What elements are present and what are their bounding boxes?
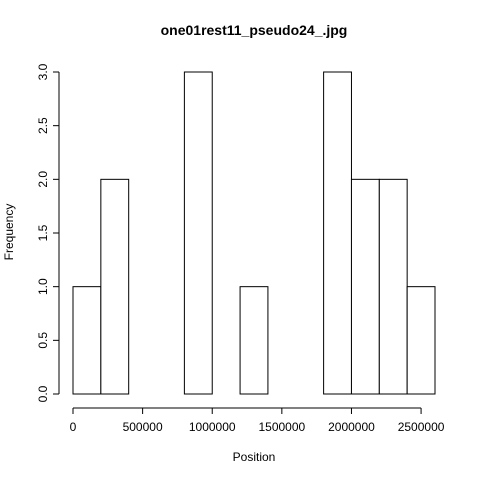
y-tick-label-1: 0.5 (36, 332, 50, 349)
histogram-bar-12 (406, 286, 436, 395)
y-axis: 0.0 0.5 1.0 1.5 2.0 2.5 3.0 (36, 63, 60, 402)
histogram-bar-11 (378, 178, 408, 395)
x-tick-label-2: 1000000 (189, 420, 236, 434)
y-tick-label-0: 0.0 (36, 385, 50, 402)
x-axis-label: Position (233, 450, 276, 464)
x-tick-label-1: 500000 (123, 420, 163, 434)
x-axis: 0 500000 1000000 1500000 2000000 2500000 (70, 407, 445, 434)
histogram-bar-6 (239, 286, 269, 395)
histogram-bar-9 (323, 71, 352, 395)
x-tick-label-5: 2500000 (398, 420, 445, 434)
bars-group (72, 71, 436, 395)
histogram-bar-4 (183, 71, 213, 395)
y-tick-label-6: 3.0 (36, 63, 50, 80)
histogram-bar-1 (100, 178, 130, 395)
x-tick-label-4: 2000000 (328, 420, 375, 434)
x-tick-label-3: 1500000 (258, 420, 305, 434)
chart-title: one01rest11_pseudo24_.jpg (161, 22, 348, 38)
y-tick-label-2: 1.0 (36, 278, 50, 295)
y-axis-label: Frequency (2, 204, 16, 261)
y-tick-label-4: 2.0 (36, 171, 50, 188)
y-tick-label-5: 2.5 (36, 117, 50, 134)
x-tick-label-0: 0 (70, 420, 77, 434)
histogram-bar-10 (350, 178, 380, 395)
histogram-bar-0 (72, 286, 102, 395)
y-tick-label-3: 1.5 (36, 224, 50, 241)
